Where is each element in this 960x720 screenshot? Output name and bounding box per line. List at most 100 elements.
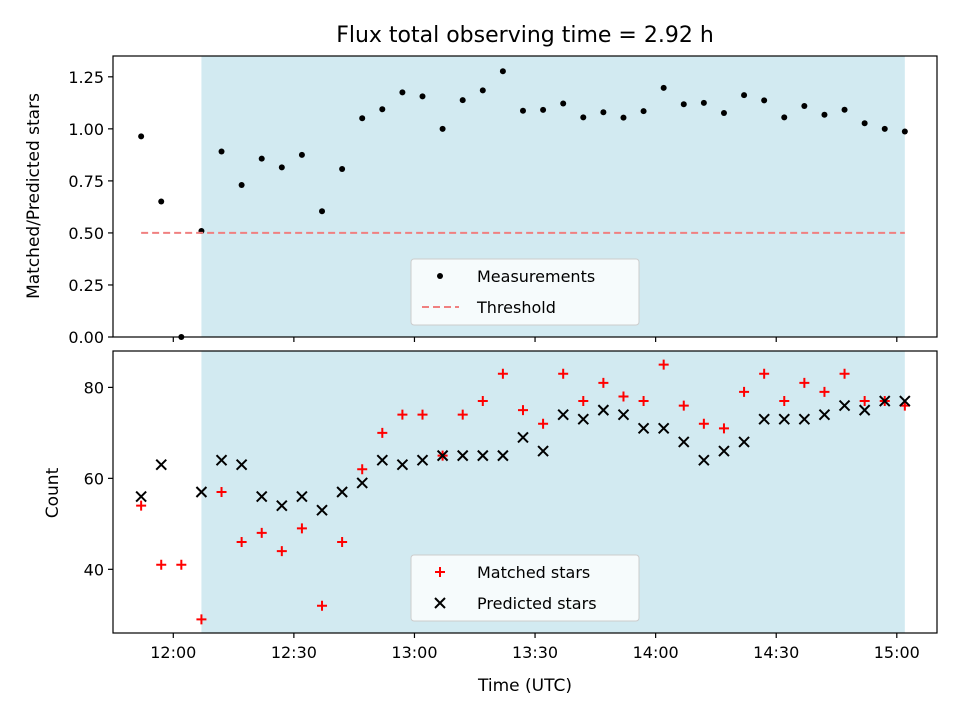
measurement-point bbox=[238, 182, 245, 189]
measurement-point bbox=[660, 84, 667, 91]
top-y-tick-label: 0.75 bbox=[68, 172, 104, 191]
measurement-point bbox=[640, 108, 647, 115]
predicted-star-point bbox=[698, 454, 710, 466]
legend-matched-swatch bbox=[435, 567, 445, 577]
bottom-y-axis-label: Count bbox=[43, 467, 63, 518]
predicted-star-point bbox=[436, 449, 449, 462]
matched-star-point bbox=[276, 546, 287, 557]
top-legend: Measurements Threshold bbox=[410, 258, 640, 326]
predicted-star-point bbox=[215, 454, 228, 466]
measurement-point bbox=[741, 92, 748, 99]
legend-entry-label: Measurements bbox=[477, 267, 595, 286]
predicted-star-point bbox=[899, 395, 911, 407]
top-y-tick-label: 0.50 bbox=[68, 224, 104, 243]
measurement-point bbox=[439, 125, 446, 132]
predicted-star-point bbox=[456, 449, 469, 462]
matched-star-point bbox=[819, 386, 830, 397]
predicted-star-point bbox=[718, 445, 730, 457]
matched-star-point bbox=[618, 391, 629, 402]
predicted-star-point bbox=[256, 490, 268, 503]
predicted-star-point bbox=[838, 399, 851, 412]
measurement-point bbox=[700, 99, 707, 106]
predicted-star-point bbox=[657, 422, 670, 435]
bottom-series-1 bbox=[135, 395, 911, 516]
predicted-star-point bbox=[135, 490, 147, 503]
measurement-point bbox=[419, 93, 426, 100]
matched-star-point bbox=[558, 368, 569, 379]
matched-star-point bbox=[779, 396, 790, 407]
measurement-point bbox=[801, 102, 808, 109]
legend-entry-label: Predicted stars bbox=[477, 594, 597, 613]
measurement-point bbox=[901, 128, 908, 135]
measurement-point bbox=[319, 208, 326, 215]
bottom-axes-frame bbox=[112, 350, 938, 634]
measurement-point bbox=[781, 114, 788, 121]
matched-star-point bbox=[397, 409, 408, 420]
measurement-point bbox=[600, 109, 607, 116]
matched-star-point bbox=[176, 559, 187, 570]
measurement-point bbox=[218, 148, 225, 155]
matched-star-point bbox=[759, 368, 770, 379]
measurement-point bbox=[479, 87, 486, 94]
top-y-tick-label: 0.25 bbox=[68, 276, 104, 295]
measurement-point bbox=[580, 114, 587, 121]
bottom-legend-box bbox=[410, 554, 640, 622]
predicted-star-point bbox=[477, 449, 489, 462]
predicted-star-point bbox=[416, 454, 429, 466]
matched-star-point bbox=[517, 405, 528, 416]
legend-entry-label: Threshold bbox=[476, 298, 556, 317]
matched-star-point bbox=[538, 418, 549, 429]
top-y-tick-label: 0.00 bbox=[68, 328, 104, 347]
matched-star-point bbox=[497, 368, 508, 379]
predicted-star-point bbox=[557, 408, 569, 421]
matched-star-point bbox=[317, 600, 328, 611]
legend-predicted-swatch bbox=[434, 597, 446, 609]
matched-star-point bbox=[196, 614, 207, 625]
predicted-star-point bbox=[678, 436, 690, 448]
chart-title: Flux total observing time = 2.92 h bbox=[336, 23, 714, 48]
bottom-y-tick-label: 80 bbox=[84, 378, 104, 397]
matched-star-point bbox=[799, 377, 810, 388]
matched-star-point bbox=[739, 386, 750, 397]
measurement-point bbox=[821, 111, 828, 118]
x-tick-label: 14:30 bbox=[753, 643, 799, 662]
predicted-star-point bbox=[195, 486, 208, 498]
matched-star-point bbox=[417, 409, 428, 420]
predicted-star-point bbox=[577, 413, 589, 425]
matched-star-point bbox=[678, 400, 689, 411]
matched-star-point bbox=[718, 423, 729, 434]
matched-star-point bbox=[337, 537, 348, 548]
measurement-point bbox=[298, 151, 305, 158]
top-axes-frame bbox=[112, 55, 938, 338]
matched-star-point bbox=[839, 368, 850, 379]
top-series-0 bbox=[138, 68, 908, 340]
matched-star-point bbox=[859, 396, 870, 407]
predicted-star-point bbox=[296, 490, 308, 503]
top-y-tick-label: 1.00 bbox=[68, 120, 104, 139]
x-tick-label: 12:30 bbox=[271, 643, 317, 662]
top-y-tick-label: 1.25 bbox=[68, 68, 104, 87]
matched-star-point bbox=[638, 396, 649, 407]
measurement-point bbox=[258, 155, 265, 162]
predicted-star-point bbox=[617, 408, 630, 421]
predicted-star-point bbox=[356, 477, 368, 489]
measurement-point bbox=[560, 100, 567, 107]
measurement-point bbox=[540, 106, 547, 113]
measurement-point bbox=[339, 166, 346, 173]
measurement-point bbox=[519, 107, 526, 114]
matched-star-point bbox=[658, 359, 669, 370]
top-y-axis-label: Matched/Predicted stars bbox=[24, 93, 44, 299]
predicted-star-point bbox=[376, 454, 389, 466]
measurement-point bbox=[379, 106, 386, 113]
matched-star-point bbox=[377, 427, 388, 438]
measurement-point bbox=[459, 97, 466, 104]
matched-star-point bbox=[578, 396, 589, 407]
predicted-star-point bbox=[517, 431, 529, 444]
predicted-star-point bbox=[778, 413, 790, 425]
matched-star-point bbox=[698, 418, 709, 429]
x-tick-label: 13:00 bbox=[391, 643, 437, 662]
measurement-point bbox=[158, 198, 165, 205]
bottom-y-tick-label: 40 bbox=[84, 560, 104, 579]
